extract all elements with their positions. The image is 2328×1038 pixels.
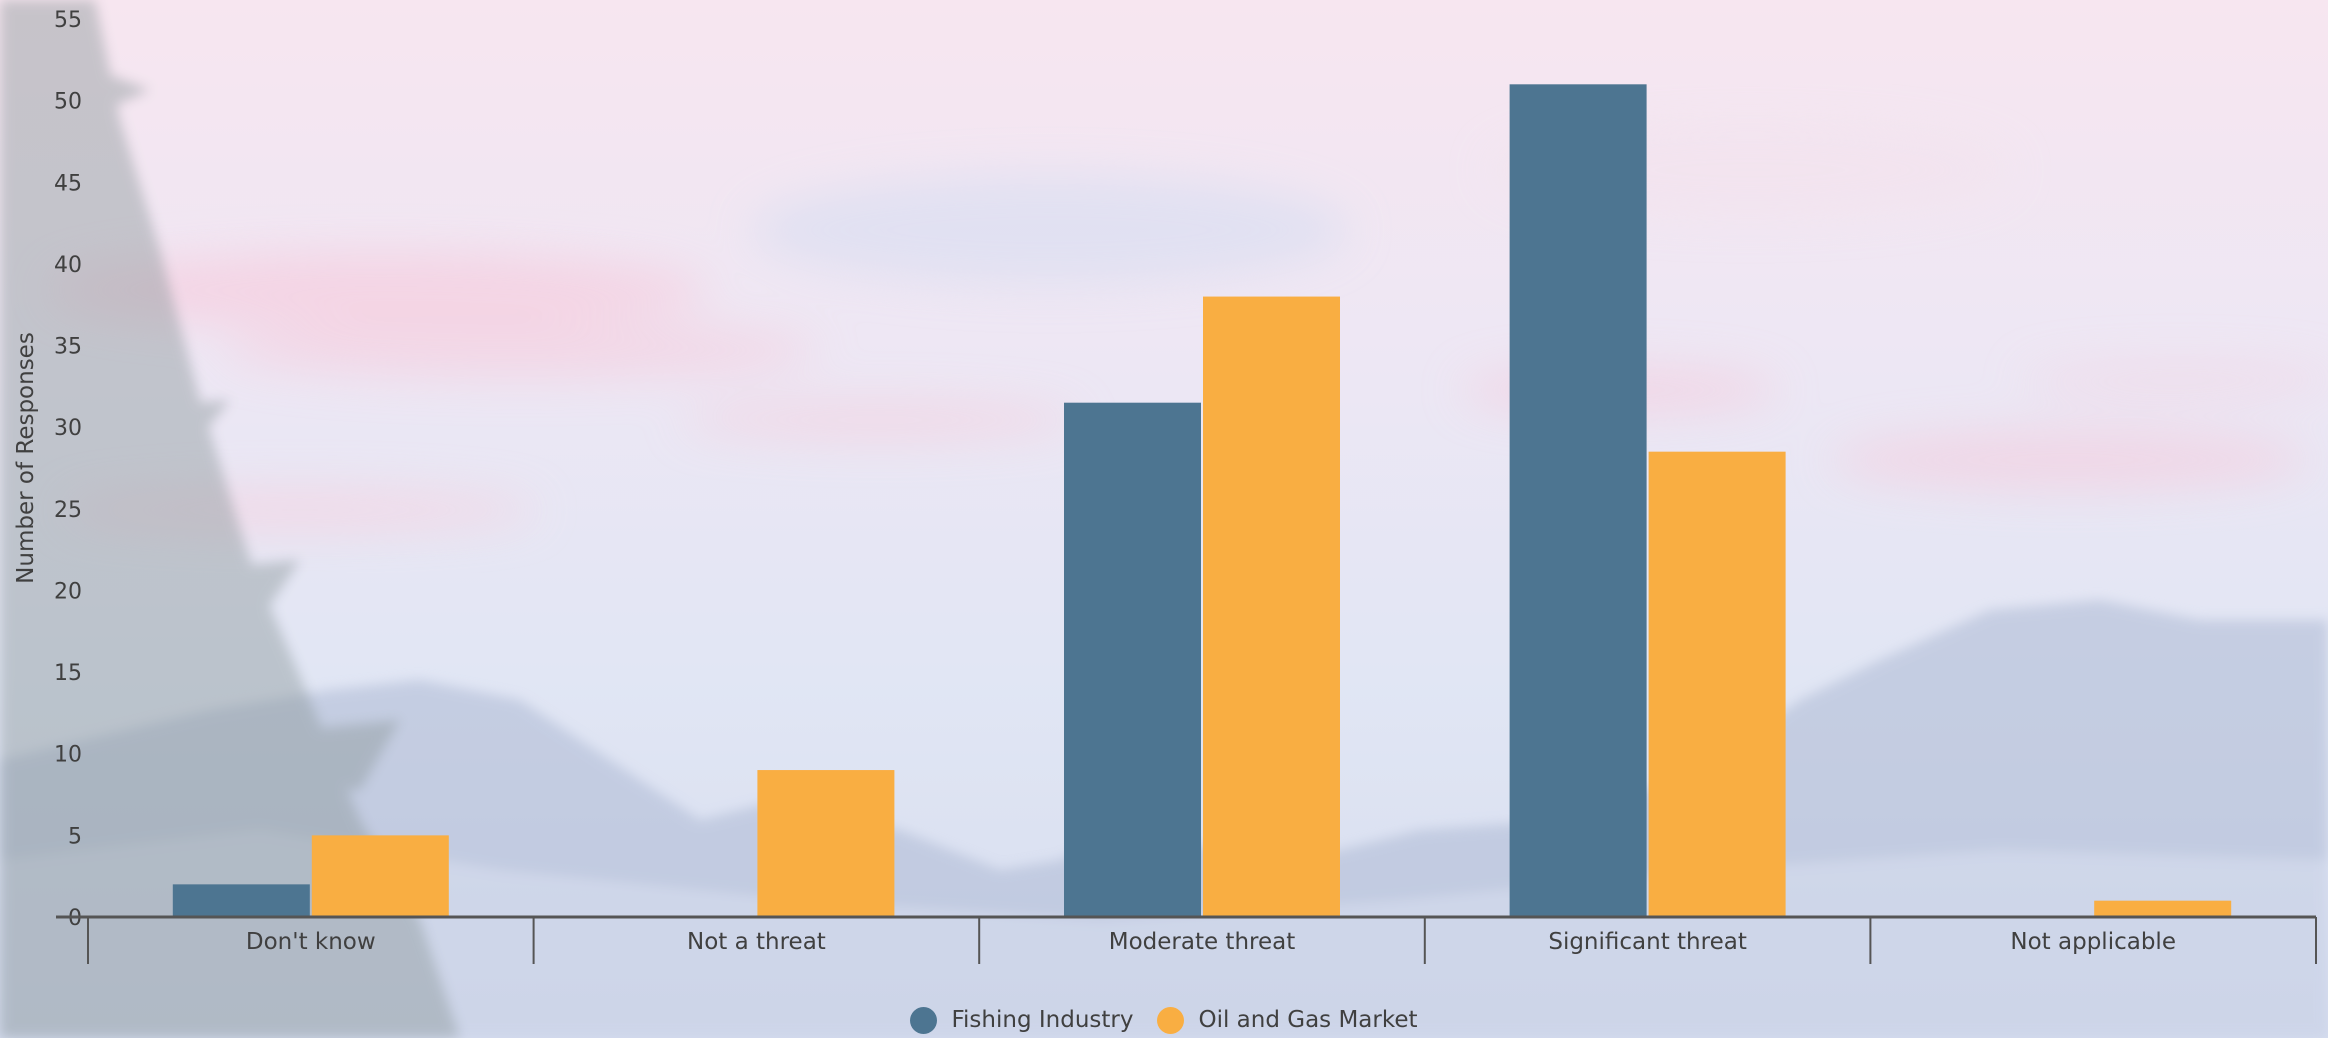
bar-fishing-industry-moderate-threat[interactable] [1064, 402, 1201, 917]
legend-item-fishing-industry[interactable]: Fishing Industry [910, 1006, 1134, 1034]
x-tick-label-moderate-threat: Moderate threat [1109, 929, 1296, 955]
legend-label-fishing-industry: Fishing Industry [951, 1007, 1134, 1033]
y-tick-label-10: 10 [54, 743, 82, 768]
bar-oil-and-gas-market-moderate-threat[interactable] [1203, 296, 1340, 918]
legend-item-oil-and-gas-market[interactable]: Oil and Gas Market [1157, 1006, 1418, 1034]
y-tick-label-5: 5 [68, 824, 82, 849]
y-tick-label-45: 45 [54, 171, 82, 196]
y-tick-label-30: 30 [54, 416, 82, 441]
x-axis-ticks: Don't know Not a threat Moderate threat Sig… [87, 917, 2317, 964]
y-tick-label-40: 40 [54, 253, 82, 278]
bar-oil-and-gas-market-not-a-threat[interactable] [757, 770, 895, 917]
x-tick-label-not-applicable: Not applicable [2010, 929, 2176, 955]
bars [172, 84, 2232, 918]
bar-fishing-industry-significant-threat[interactable] [1509, 84, 1647, 918]
bar-oil-and-gas-market-significant-threat[interactable] [1648, 451, 1786, 917]
legend-swatch-fishing-industry [910, 1006, 938, 1034]
legend-swatch-oil-and-gas-market [1157, 1006, 1185, 1034]
legend-label-oil-and-gas-market: Oil and Gas Market [1198, 1007, 1418, 1033]
y-axis-title: Number of Responses [13, 332, 39, 584]
y-tick-label-25: 25 [54, 498, 82, 523]
legend: Fishing Industry Oil and Gas Market [0, 1002, 2328, 1038]
x-tick-label-significant-threat: Significant threat [1548, 929, 1747, 955]
bar-oil-and-gas-market-don-t-know[interactable] [311, 835, 449, 917]
y-axis-ticks: 0510152025303540455055 [54, 8, 88, 931]
bar-fishing-industry-don-t-know[interactable] [172, 884, 310, 917]
y-tick-label-15: 15 [54, 661, 82, 686]
bar-oil-and-gas-market-not-applicable[interactable] [2094, 900, 2232, 917]
y-tick-label-35: 35 [54, 335, 82, 360]
y-tick-label-20: 20 [54, 579, 82, 604]
y-tick-label-50: 50 [54, 90, 82, 115]
x-tick-label-not-a-threat: Not a threat [687, 929, 826, 955]
y-tick-label-55: 55 [54, 8, 82, 33]
x-tick-label-don-t-know: Don't know [246, 929, 376, 955]
